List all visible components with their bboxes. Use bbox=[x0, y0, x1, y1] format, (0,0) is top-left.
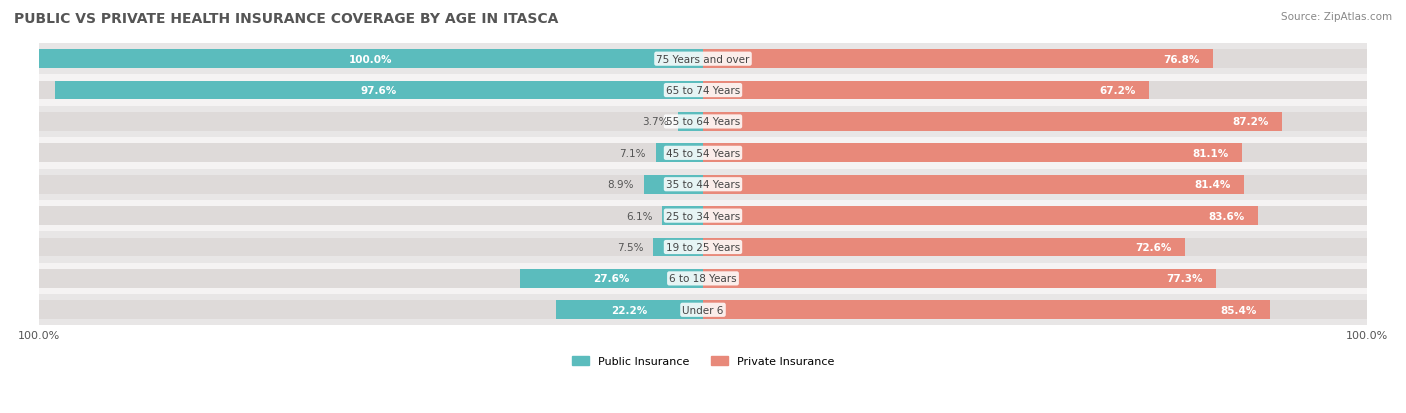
Bar bbox=[703, 238, 1367, 257]
Bar bbox=[39, 50, 703, 69]
Bar bbox=[39, 113, 703, 132]
Text: 97.6%: 97.6% bbox=[361, 86, 396, 96]
Bar bbox=[39, 263, 703, 294]
Bar bbox=[39, 144, 703, 163]
Bar bbox=[703, 232, 1367, 263]
Bar bbox=[39, 301, 703, 319]
Text: 19 to 25 Years: 19 to 25 Years bbox=[666, 242, 740, 252]
Bar bbox=[703, 50, 1367, 69]
Text: 6.1%: 6.1% bbox=[626, 211, 652, 221]
Bar bbox=[655, 144, 703, 163]
Text: 81.4%: 81.4% bbox=[1194, 180, 1230, 190]
Text: Under 6: Under 6 bbox=[682, 305, 724, 315]
Bar bbox=[703, 176, 1367, 194]
Bar bbox=[703, 113, 1367, 132]
Bar bbox=[703, 176, 1244, 194]
Bar bbox=[703, 269, 1367, 288]
Text: 76.8%: 76.8% bbox=[1164, 55, 1199, 64]
Bar bbox=[39, 169, 703, 200]
Bar bbox=[39, 269, 703, 288]
Text: 75 Years and over: 75 Years and over bbox=[657, 55, 749, 64]
Bar bbox=[703, 301, 1367, 319]
Bar bbox=[679, 113, 703, 132]
Text: 65 to 74 Years: 65 to 74 Years bbox=[666, 86, 740, 96]
Bar bbox=[39, 206, 703, 225]
Text: 27.6%: 27.6% bbox=[593, 274, 630, 284]
Bar bbox=[703, 144, 1241, 163]
Text: Source: ZipAtlas.com: Source: ZipAtlas.com bbox=[1281, 12, 1392, 22]
Bar bbox=[703, 301, 1270, 319]
Bar bbox=[39, 238, 703, 257]
Text: 100.0%: 100.0% bbox=[349, 55, 392, 64]
Text: 3.7%: 3.7% bbox=[643, 117, 668, 127]
Text: 83.6%: 83.6% bbox=[1209, 211, 1246, 221]
Text: 77.3%: 77.3% bbox=[1167, 274, 1204, 284]
Bar bbox=[39, 232, 703, 263]
Text: 7.1%: 7.1% bbox=[620, 149, 645, 159]
Text: 72.6%: 72.6% bbox=[1136, 242, 1173, 252]
Bar bbox=[39, 107, 703, 138]
Bar bbox=[39, 294, 703, 326]
Bar bbox=[662, 206, 703, 225]
Text: 67.2%: 67.2% bbox=[1099, 86, 1136, 96]
Bar bbox=[703, 81, 1149, 100]
Bar bbox=[703, 206, 1258, 225]
Text: 35 to 44 Years: 35 to 44 Years bbox=[666, 180, 740, 190]
Bar bbox=[39, 81, 703, 100]
Bar bbox=[703, 269, 1216, 288]
Bar bbox=[55, 81, 703, 100]
Text: 55 to 64 Years: 55 to 64 Years bbox=[666, 117, 740, 127]
Bar bbox=[703, 44, 1367, 75]
Text: 81.1%: 81.1% bbox=[1192, 149, 1229, 159]
Bar bbox=[703, 138, 1367, 169]
Bar bbox=[703, 113, 1282, 132]
Bar bbox=[39, 44, 703, 75]
Text: 87.2%: 87.2% bbox=[1233, 117, 1270, 127]
Text: PUBLIC VS PRIVATE HEALTH INSURANCE COVERAGE BY AGE IN ITASCA: PUBLIC VS PRIVATE HEALTH INSURANCE COVER… bbox=[14, 12, 558, 26]
Bar bbox=[39, 138, 703, 169]
Bar bbox=[39, 176, 703, 194]
Bar bbox=[644, 176, 703, 194]
Text: 85.4%: 85.4% bbox=[1220, 305, 1257, 315]
Bar bbox=[703, 50, 1213, 69]
Bar bbox=[703, 294, 1367, 326]
Bar bbox=[39, 200, 703, 232]
Bar bbox=[703, 75, 1367, 107]
Text: 6 to 18 Years: 6 to 18 Years bbox=[669, 274, 737, 284]
Bar bbox=[39, 75, 703, 107]
Bar bbox=[703, 169, 1367, 200]
Bar bbox=[654, 238, 703, 257]
Text: 45 to 54 Years: 45 to 54 Years bbox=[666, 149, 740, 159]
Bar bbox=[703, 238, 1185, 257]
Bar bbox=[703, 263, 1367, 294]
Text: 25 to 34 Years: 25 to 34 Years bbox=[666, 211, 740, 221]
Bar bbox=[555, 301, 703, 319]
Bar bbox=[703, 107, 1367, 138]
Bar bbox=[703, 144, 1367, 163]
Bar bbox=[703, 206, 1367, 225]
Legend: Public Insurance, Private Insurance: Public Insurance, Private Insurance bbox=[568, 351, 838, 371]
Bar bbox=[520, 269, 703, 288]
Bar bbox=[39, 50, 703, 69]
Text: 8.9%: 8.9% bbox=[607, 180, 634, 190]
Text: 7.5%: 7.5% bbox=[617, 242, 643, 252]
Text: 22.2%: 22.2% bbox=[612, 305, 647, 315]
Bar bbox=[703, 200, 1367, 232]
Bar bbox=[703, 81, 1367, 100]
